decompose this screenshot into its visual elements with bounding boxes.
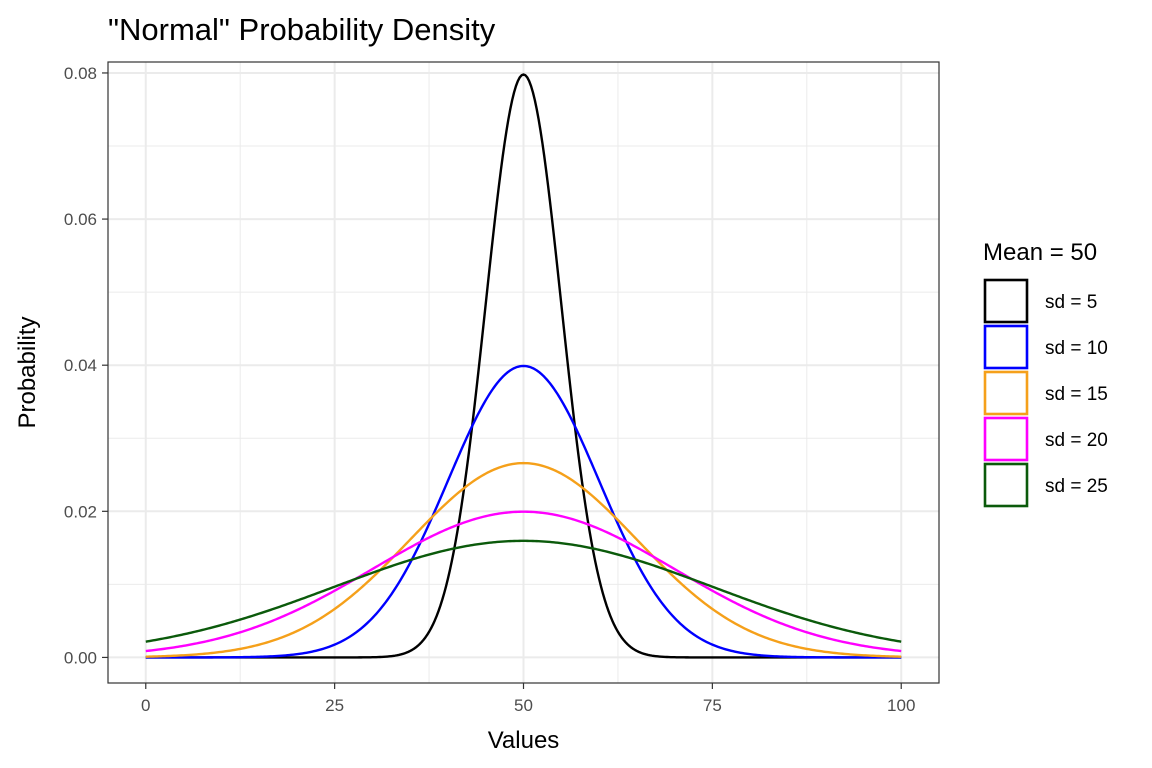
- legend-key-sd-10: [983, 324, 1029, 370]
- y-axis: 0.00 0.02 0.04 0.06 0.08: [64, 64, 108, 667]
- legend-key-sd-15: [983, 370, 1029, 416]
- x-axis-title: Values: [488, 727, 560, 754]
- legend-label-sd-20: sd = 20: [1045, 430, 1108, 451]
- y-axis-title: Probability: [14, 316, 41, 428]
- series-line-sd-25: [145, 539, 902, 643]
- x-axis: 0 25 50 75 100: [141, 683, 915, 715]
- legend-key-sd-20: [983, 416, 1029, 462]
- series-line-sd-10: [145, 364, 902, 659]
- y-tick-label: 0.06: [64, 210, 97, 229]
- legend-title: Mean = 50: [983, 239, 1097, 266]
- legend-label-sd-5: sd = 5: [1045, 292, 1097, 313]
- y-tick-label: 0.08: [64, 64, 97, 83]
- x-tick-label: 100: [887, 696, 915, 715]
- x-tick-label: 75: [703, 696, 722, 715]
- legend-label-sd-25: sd = 25: [1045, 476, 1108, 497]
- legend: Mean = 50 sd = 5 sd = 10 sd = 15 sd = 20 sd …: [983, 239, 1108, 508]
- legend-label-sd-15: sd = 15: [1045, 384, 1108, 405]
- x-tick-label: 50: [514, 696, 533, 715]
- y-tick-label: 0.02: [64, 502, 97, 521]
- x-tick-label: 25: [325, 696, 344, 715]
- chart-title: "Normal" Probability Density: [108, 12, 496, 47]
- x-tick-label: 0: [141, 696, 150, 715]
- y-tick-label: 0.00: [64, 648, 97, 667]
- series-group: [145, 73, 902, 659]
- series-line-sd-15: [145, 461, 902, 658]
- legend-key-sd-5: [983, 278, 1029, 324]
- series-line-sd-20: [145, 510, 902, 653]
- legend-label-sd-10: sd = 10: [1045, 338, 1108, 359]
- y-tick-label: 0.04: [64, 356, 97, 375]
- legend-key-sd-25: [983, 462, 1029, 508]
